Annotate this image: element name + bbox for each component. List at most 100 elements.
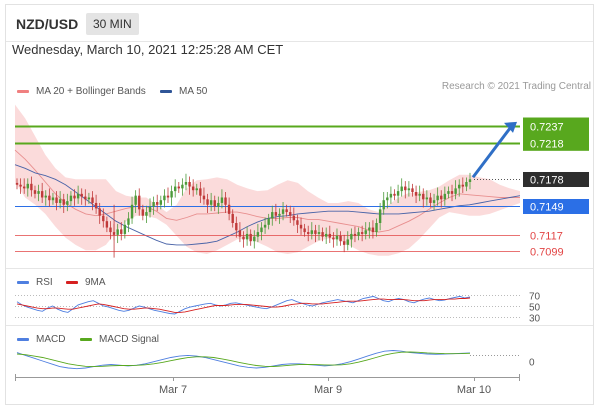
- current-price-label-bg: [523, 172, 589, 187]
- legend-macd-signal-label: MACD Signal: [99, 334, 160, 345]
- candle-body: [238, 230, 242, 237]
- candle-body: [285, 209, 288, 213]
- candle-body: [281, 209, 285, 214]
- legend-bollinger: MA 20 + Bollinger Bands: [17, 86, 146, 97]
- candle-body: [80, 193, 83, 197]
- legend-ma50-label: MA 50: [179, 86, 208, 97]
- candle-body: [342, 241, 346, 245]
- candle-body: [454, 188, 457, 194]
- legend-macd: MACD: [17, 334, 65, 345]
- projection-arrow-shaft: [471, 125, 513, 179]
- candle-body: [98, 208, 101, 216]
- resistance-label-0: 0.7237: [530, 122, 564, 134]
- candle-body: [141, 209, 145, 216]
- bollinger-swatch: [17, 89, 29, 93]
- candle-body: [335, 235, 339, 240]
- candle-body: [407, 188, 411, 191]
- candle-body: [414, 192, 418, 196]
- candle-body: [123, 224, 127, 234]
- candle-body: [206, 199, 209, 205]
- legend-macd-label: MACD: [36, 334, 66, 345]
- candle-body: [26, 183, 29, 189]
- candle-body: [109, 227, 112, 233]
- timeframe-badge[interactable]: 30 MIN: [86, 13, 139, 35]
- candle-body: [19, 184, 22, 187]
- candle-body: [116, 229, 119, 235]
- candle-body: [404, 186, 407, 191]
- candle-body: [181, 184, 184, 189]
- candle-body: [303, 228, 306, 233]
- candle-body: [102, 215, 105, 222]
- rsi-swatch: [17, 280, 29, 284]
- candle-body: [159, 200, 163, 205]
- candle-body: [30, 183, 33, 191]
- candle-body: [105, 221, 109, 228]
- macd-signal-swatch: [80, 337, 92, 341]
- candle-body: [465, 182, 468, 187]
- legend-rsi-ma-label: 9MA: [85, 277, 106, 288]
- chart-header: NZD/USD 30 MIN: [6, 5, 593, 42]
- candle-body: [411, 188, 414, 193]
- legend-rsi-ma: 9MA: [66, 277, 106, 288]
- candle-body: [145, 212, 148, 216]
- candle-body: [368, 227, 371, 231]
- resistance-label-box: [523, 117, 589, 151]
- candle-body: [173, 186, 177, 192]
- candle-body: [321, 232, 324, 237]
- candle-body: [299, 224, 303, 229]
- candle-body: [55, 197, 58, 203]
- candle-body: [450, 191, 454, 194]
- credit-text: Research © 2021 Trading Central: [441, 81, 591, 92]
- candle-body: [443, 193, 447, 200]
- candle-body: [317, 232, 321, 234]
- candle-body: [429, 197, 432, 203]
- candle-body: [202, 195, 206, 200]
- candle-body: [73, 195, 76, 199]
- candle-body: [382, 200, 385, 210]
- candle-body: [127, 218, 130, 225]
- candle-body: [166, 195, 170, 198]
- legend-rsi-label: RSI: [36, 277, 53, 288]
- candle-body: [386, 197, 389, 201]
- candle-body: [217, 202, 220, 207]
- candle-body: [191, 186, 195, 191]
- candle-body: [436, 195, 439, 201]
- candle-body: [378, 209, 382, 223]
- candle-body: [156, 202, 159, 205]
- candle-body: [66, 201, 69, 205]
- candle-body: [371, 227, 375, 233]
- candle-body: [69, 195, 73, 202]
- candle-body: [346, 239, 349, 245]
- candle-body: [87, 197, 91, 200]
- candle-body: [425, 197, 429, 200]
- candle-body: [76, 193, 80, 199]
- candle-body: [163, 195, 166, 201]
- rsi-line: [16, 295, 471, 315]
- ma50-swatch: [160, 89, 172, 93]
- candle-body: [307, 232, 310, 234]
- candle-body: [134, 195, 137, 205]
- legend-ma50: MA 50: [160, 86, 207, 97]
- resistance-label-1: 0.7218: [530, 139, 564, 151]
- candle-body: [40, 191, 44, 198]
- candle-body: [152, 202, 155, 207]
- pivot-label: 0.7149: [530, 202, 564, 214]
- candle-body: [231, 213, 234, 223]
- rsi-tick-label: 70: [529, 292, 541, 303]
- candle-body: [91, 197, 94, 203]
- candle-body: [242, 236, 245, 240]
- candle-body: [220, 197, 224, 203]
- candle-body: [274, 212, 278, 216]
- candle-body: [447, 191, 450, 194]
- pair-title: NZD/USD: [16, 16, 79, 32]
- candle-body: [468, 179, 472, 182]
- candle-body: [84, 196, 87, 200]
- candle-body: [271, 212, 274, 219]
- rsi-ma-line: [16, 297, 471, 313]
- candle-body: [58, 199, 62, 203]
- candle-body: [458, 184, 461, 189]
- candle-body: [130, 204, 134, 219]
- candle-body: [393, 193, 396, 196]
- candle-body: [195, 188, 198, 191]
